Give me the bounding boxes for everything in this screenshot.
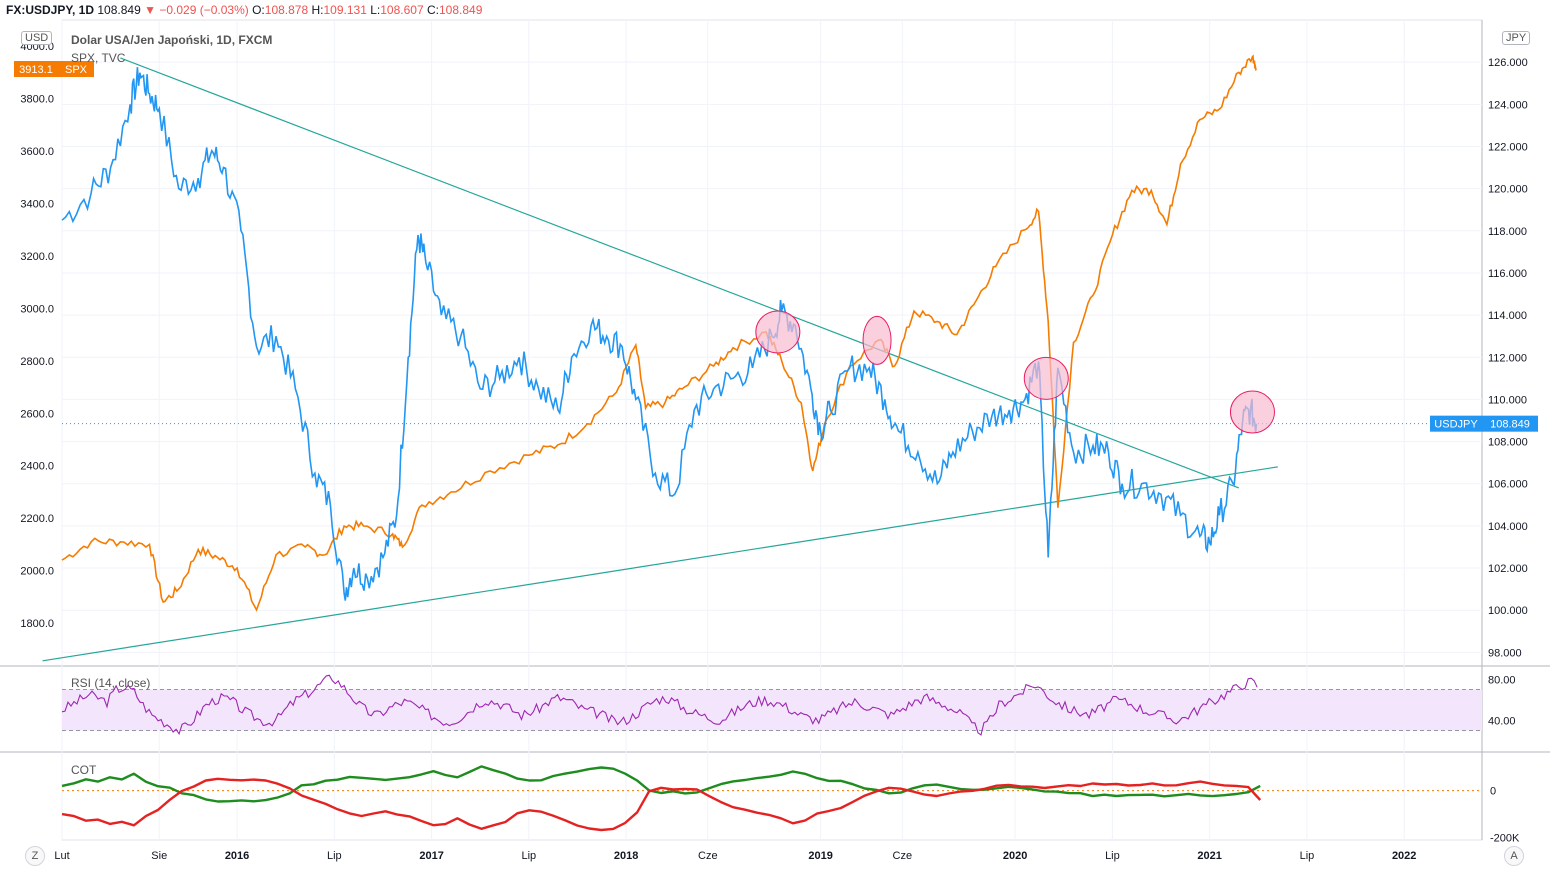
left-tick-label: 2200.0 [20, 513, 54, 525]
cot-tick-label: 0 [1490, 786, 1496, 798]
open-label: O: [252, 3, 265, 17]
right-tick-label: 100.000 [1488, 605, 1528, 617]
left-tick-label: 3800.0 [20, 94, 54, 106]
right-scale-tag[interactable]: JPY [1502, 31, 1531, 45]
trendline [42, 466, 1278, 662]
right-tick-label: 98.000 [1488, 647, 1522, 659]
left-tick-label: 2400.0 [20, 461, 54, 473]
x-tick-label: Lut [54, 850, 69, 862]
right-tick-label: 102.000 [1488, 563, 1528, 575]
close-value: 108.849 [438, 3, 483, 17]
right-tick-label: 124.000 [1488, 99, 1528, 111]
right-tick-label: 120.000 [1488, 184, 1528, 196]
right-tick-label: 104.000 [1488, 521, 1528, 533]
right-tick-label: 116.000 [1488, 268, 1527, 280]
x-tick-label: Sie [151, 850, 167, 862]
x-tick-label: 2021 [1197, 850, 1221, 862]
left-tick-label: 2000.0 [20, 566, 54, 578]
cot-legend[interactable]: COT [71, 763, 97, 777]
cot-long-line [61, 765, 1261, 803]
right-tick-label: 106.000 [1488, 479, 1528, 491]
left-tick-label: 1800.0 [20, 618, 54, 630]
left-tick-label: 2600.0 [20, 408, 54, 420]
highlight-circle [862, 315, 892, 365]
x-tick-label: Lip [1105, 850, 1120, 862]
auto-scale-button[interactable]: A [1504, 846, 1524, 866]
x-tick-label: 2018 [614, 850, 638, 862]
left-scale-tag[interactable]: USD [21, 31, 53, 45]
x-tick-label: 2017 [419, 850, 443, 862]
x-tick-label: 2020 [1003, 850, 1027, 862]
right-tick-label: 112.000 [1488, 352, 1527, 364]
usdjpy-name-tag [1430, 415, 1482, 432]
spx-name-label: SPX [65, 64, 88, 76]
main-series-legend[interactable]: Dolar USA/Jen Japoński, 1D, FXCM [71, 33, 273, 47]
x-tick-label: Cze [698, 850, 718, 862]
compare-series-legend[interactable]: SPX, TVC [71, 51, 126, 65]
down-arrow-icon: ▼ [144, 3, 156, 17]
x-tick-label: 2019 [808, 850, 832, 862]
highlight-circle [755, 310, 801, 354]
usdjpy-name-label: USDJPY [1434, 419, 1478, 431]
usdjpy-price-tag [1482, 415, 1538, 432]
rsi-line [61, 674, 1258, 736]
spx-line [61, 54, 1257, 612]
cot-short-line [61, 777, 1262, 832]
low-value: 108.607 [380, 3, 424, 17]
last-price: 108.849 [97, 3, 141, 17]
x-tick-label: Lip [522, 850, 537, 862]
right-tick-label: 108.000 [1488, 437, 1528, 449]
spx-price-tag [14, 61, 94, 78]
usdjpy-line [61, 67, 1258, 601]
highlight-circle [1229, 390, 1275, 434]
high-value: 109.131 [323, 3, 367, 17]
cot-tick-label: -200K [1490, 833, 1520, 845]
right-tick-label: 118.000 [1488, 226, 1527, 238]
x-tick-label: Cze [893, 850, 913, 862]
left-tick-label: 3000.0 [20, 303, 54, 315]
symbol-header: FX:USDJPY, 1D 108.849 ▼ −0.029 (−0.03%) … [6, 3, 482, 17]
spx-price-label: 3913.1 [19, 64, 53, 76]
symbol-name[interactable]: FX:USDJPY, 1D [6, 3, 95, 17]
left-tick-label: 3400.0 [20, 199, 54, 211]
x-tick-label: Lip [327, 850, 342, 862]
x-tick-label: 2016 [225, 850, 249, 862]
right-tick-label: 110.000 [1488, 394, 1527, 406]
x-tick-label: Lip [1300, 850, 1315, 862]
rsi-legend[interactable]: RSI (14, close) [71, 676, 151, 690]
price-change: −0.029 (−0.03%) [159, 3, 249, 17]
zoom-corner-button[interactable]: Z [25, 846, 45, 866]
open-value: 108.878 [264, 3, 309, 17]
close-label: C: [426, 3, 439, 17]
right-tick-label: 126.000 [1488, 57, 1528, 69]
rsi-band [62, 689, 1482, 731]
high-label: H: [311, 3, 324, 17]
left-tick-label: 3600.0 [20, 146, 54, 158]
rsi-tick-label: 80.00 [1488, 674, 1516, 686]
rsi-tick-label: 40.00 [1488, 715, 1516, 727]
right-tick-label: 122.000 [1488, 141, 1528, 153]
highlight-circle [1023, 356, 1069, 400]
x-tick-label: 2022 [1392, 850, 1416, 862]
right-tick-label: 114.000 [1488, 310, 1527, 322]
low-label: L: [370, 3, 381, 17]
left-tick-label: 2800.0 [20, 356, 54, 368]
usdjpy-price-label: 108.849 [1490, 419, 1530, 431]
left-tick-label: 3200.0 [20, 251, 54, 263]
